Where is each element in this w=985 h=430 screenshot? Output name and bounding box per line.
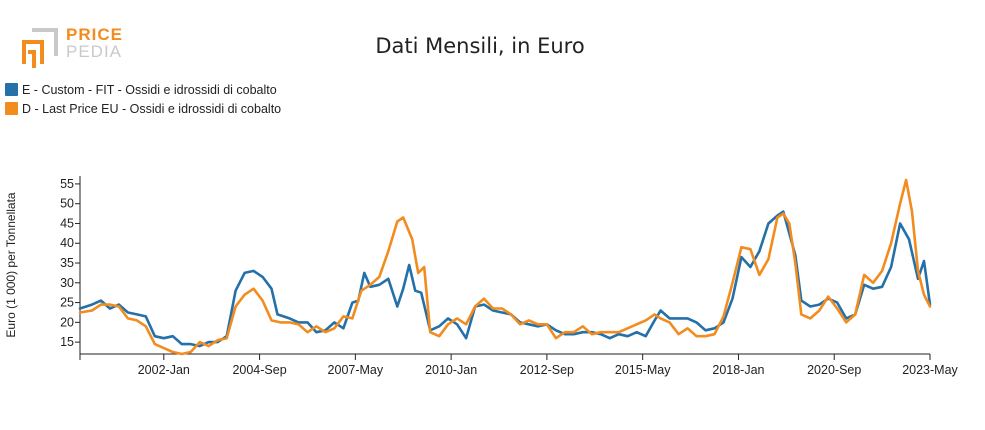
x-tick-label: 2023-May <box>902 363 958 377</box>
x-tick-label: 2004-Sep <box>232 363 286 377</box>
series-layer <box>78 178 932 356</box>
x-tick-label: 2002-Jan <box>138 363 190 377</box>
y-tick-label: 35 <box>60 256 74 270</box>
x-tick-label: 2018-Jan <box>712 363 764 377</box>
y-tick-label: 30 <box>60 276 74 290</box>
legend-swatch-blue <box>5 83 18 96</box>
logo-text-pedia: PEDIA <box>66 42 123 61</box>
y-tick-label: 45 <box>60 216 74 230</box>
legend: E - Custom - FIT - Ossidi e idrossidi di… <box>5 80 281 118</box>
y-axis: 15 20 25 30 35 40 45 50 55 <box>60 176 81 354</box>
x-axis: 2002-Jan 2004-Sep 2007-May 2010-Jan 2012-Sep… <box>79 353 959 377</box>
y-tick-label: 55 <box>60 177 74 191</box>
legend-item-series2[interactable]: D - Last Price EU - Ossidi e idrossidi d… <box>5 99 281 118</box>
series-line-2[interactable] <box>78 178 932 356</box>
legend-item-series1[interactable]: E - Custom - FIT - Ossidi e idrossidi di… <box>5 80 281 99</box>
y-tick-label: 25 <box>60 296 74 310</box>
y-axis-title: Euro (1 000) per Tonnellata <box>4 192 18 338</box>
legend-label: D - Last Price EU - Ossidi e idrossidi d… <box>22 101 282 116</box>
logo-text-price: PRICE <box>66 25 123 44</box>
y-tick-label: 40 <box>60 236 74 250</box>
y-tick-label: 20 <box>60 315 74 329</box>
legend-swatch-orange <box>5 102 18 115</box>
series-line-1[interactable] <box>78 210 932 348</box>
chart-title: Dati Mensili, in Euro <box>375 34 585 58</box>
legend-label: E - Custom - FIT - Ossidi e idrossidi di… <box>22 82 277 97</box>
x-tick-label: 2010-Jan <box>425 363 477 377</box>
x-tick-label: 2007-May <box>328 363 384 377</box>
x-tick-label: 2020-Sep <box>807 363 861 377</box>
y-tick-label: 50 <box>60 197 74 211</box>
logo-mark-icon <box>22 28 58 68</box>
x-tick-label: 2015-May <box>615 363 671 377</box>
x-tick-label: 2012-Sep <box>520 363 574 377</box>
pricepedia-logo: PRICE PEDIA <box>18 24 128 72</box>
y-tick-label: 15 <box>60 335 74 349</box>
